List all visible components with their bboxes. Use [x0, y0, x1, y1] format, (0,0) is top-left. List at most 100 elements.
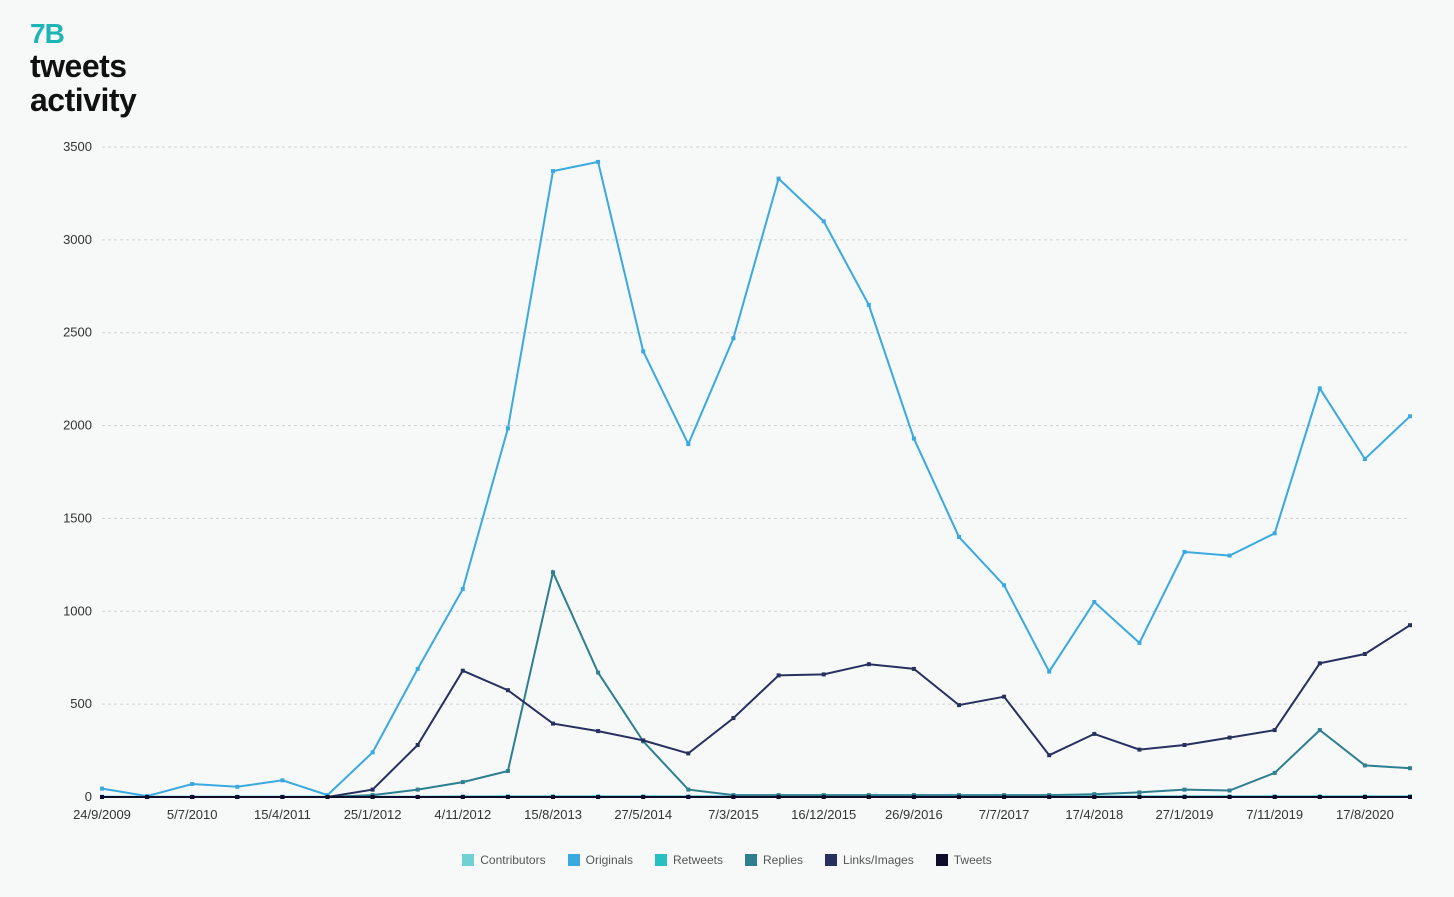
- y-tick-label: 2500: [63, 325, 92, 340]
- y-tick-label: 3500: [63, 139, 92, 154]
- x-tick-label: 27/5/2014: [614, 807, 672, 822]
- marker: [551, 722, 555, 726]
- marker: [641, 795, 645, 799]
- marker: [1047, 670, 1051, 674]
- legend-label: Links/Images: [843, 853, 914, 867]
- legend-swatch: [936, 854, 948, 866]
- marker: [957, 535, 961, 539]
- marker: [461, 795, 465, 799]
- marker: [1092, 732, 1096, 736]
- marker: [1318, 728, 1322, 732]
- x-tick-label: 7/7/2017: [979, 807, 1030, 822]
- marker: [777, 674, 781, 678]
- x-tick-label: 25/1/2012: [344, 807, 402, 822]
- marker: [596, 729, 600, 733]
- marker: [1137, 641, 1141, 645]
- marker: [1363, 652, 1367, 656]
- marker: [551, 570, 555, 574]
- marker: [1318, 661, 1322, 665]
- marker: [235, 795, 239, 799]
- marker: [1183, 795, 1187, 799]
- legend-label: Replies: [763, 853, 803, 867]
- legend-item-contributors[interactable]: Contributors: [462, 853, 545, 867]
- marker: [100, 787, 104, 791]
- legend-item-retweets[interactable]: Retweets: [655, 853, 723, 867]
- marker: [461, 587, 465, 591]
- marker: [1363, 795, 1367, 799]
- marker: [822, 219, 826, 223]
- marker: [1363, 764, 1367, 768]
- x-tick-label: 17/8/2020: [1336, 807, 1394, 822]
- marker: [867, 662, 871, 666]
- marker: [686, 788, 690, 792]
- marker: [957, 703, 961, 707]
- marker: [190, 782, 194, 786]
- marker: [461, 780, 465, 784]
- logo: 7B: [30, 20, 1424, 48]
- legend-item-originals[interactable]: Originals: [568, 853, 633, 867]
- marker: [867, 303, 871, 307]
- marker: [1002, 795, 1006, 799]
- marker: [1047, 795, 1051, 799]
- marker: [326, 795, 330, 799]
- marker: [731, 795, 735, 799]
- marker: [1363, 457, 1367, 461]
- legend-swatch: [568, 854, 580, 866]
- marker: [280, 778, 284, 782]
- legend-item-tweets[interactable]: Tweets: [936, 853, 992, 867]
- marker: [1137, 791, 1141, 795]
- marker: [551, 795, 555, 799]
- y-tick-label: 1500: [63, 511, 92, 526]
- x-tick-label: 17/4/2018: [1065, 807, 1123, 822]
- y-tick-label: 1000: [63, 603, 92, 618]
- x-tick-label: 4/11/2012: [434, 807, 491, 822]
- marker: [777, 795, 781, 799]
- marker: [506, 769, 510, 773]
- marker: [912, 437, 916, 441]
- marker: [1408, 766, 1412, 770]
- marker: [506, 688, 510, 692]
- x-tick-label: 7/11/2019: [1246, 807, 1303, 822]
- marker: [1318, 795, 1322, 799]
- series-links_images: [102, 625, 1410, 797]
- legend-label: Tweets: [954, 853, 992, 867]
- marker: [461, 669, 465, 673]
- x-tick-label: 15/4/2011: [254, 807, 311, 822]
- marker: [371, 788, 375, 792]
- marker: [1183, 788, 1187, 792]
- title-line-2: activity: [30, 82, 136, 118]
- marker: [1002, 695, 1006, 699]
- marker: [1228, 736, 1232, 740]
- marker: [957, 795, 961, 799]
- legend-item-replies[interactable]: Replies: [745, 853, 803, 867]
- marker: [1408, 414, 1412, 418]
- chart-header: 7B tweets activity: [30, 20, 1424, 117]
- marker: [416, 795, 420, 799]
- chart-legend: Contributors Originals Retweets Replies Link…: [30, 853, 1424, 867]
- marker: [506, 427, 510, 431]
- x-tick-label: 16/12/2015: [791, 807, 856, 822]
- marker: [506, 795, 510, 799]
- marker: [1318, 387, 1322, 391]
- marker: [1137, 748, 1141, 752]
- y-tick-label: 3000: [63, 232, 92, 247]
- marker: [912, 667, 916, 671]
- marker: [596, 795, 600, 799]
- legend-item-links_images[interactable]: Links/Images: [825, 853, 914, 867]
- marker: [822, 795, 826, 799]
- legend-swatch: [825, 854, 837, 866]
- y-tick-label: 0: [85, 789, 92, 804]
- title-line-1: tweets: [30, 48, 127, 84]
- marker: [596, 160, 600, 164]
- marker: [686, 752, 690, 756]
- chart-title: tweets activity: [30, 50, 1424, 117]
- marker: [1002, 583, 1006, 587]
- x-tick-label: 5/7/2010: [167, 807, 218, 822]
- y-tick-label: 500: [70, 696, 92, 711]
- marker: [641, 739, 645, 743]
- marker: [1228, 795, 1232, 799]
- marker: [416, 743, 420, 747]
- marker: [777, 177, 781, 181]
- marker: [416, 667, 420, 671]
- marker: [371, 751, 375, 755]
